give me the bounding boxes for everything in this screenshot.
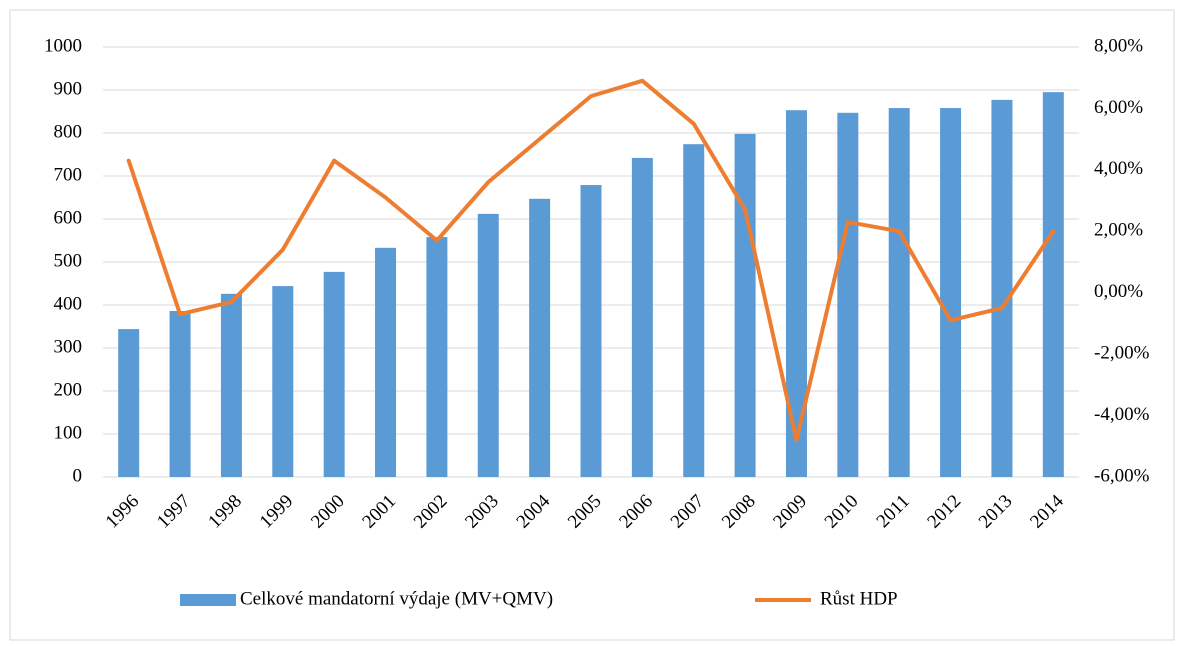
bar <box>426 237 448 477</box>
bar <box>888 108 910 477</box>
y2-tick-label: 6,00% <box>1094 97 1143 118</box>
y-tick-label: 200 <box>54 379 83 400</box>
y-tick-label: 900 <box>54 78 83 99</box>
y2-tick-label: 4,00% <box>1094 158 1143 179</box>
y-tick-label: 400 <box>54 293 83 314</box>
bar <box>785 110 807 478</box>
y2-tick-label: 8,00% <box>1094 35 1143 56</box>
bar <box>529 198 551 478</box>
y-tick-label: 300 <box>54 336 83 357</box>
y2-tick-label: -2,00% <box>1094 343 1150 364</box>
y-tick-label: 500 <box>54 250 83 271</box>
bar <box>683 144 705 477</box>
y2-tick-label: 2,00% <box>1094 220 1143 241</box>
y-tick-label: 1000 <box>44 35 82 56</box>
bar <box>580 185 602 477</box>
y-tick-label: 100 <box>54 422 83 443</box>
bar <box>734 133 756 478</box>
y2-tick-label: -6,00% <box>1094 465 1150 486</box>
bar <box>991 99 1013 477</box>
bar <box>272 286 294 477</box>
line <box>126 78 1056 443</box>
bar <box>1042 92 1064 478</box>
bar <box>477 213 499 477</box>
bar <box>375 247 397 477</box>
y-tick-label: 700 <box>54 164 83 185</box>
y-tick-label: 800 <box>54 121 83 142</box>
bar <box>169 311 191 477</box>
y2-tick-label: -4,00% <box>1094 404 1150 425</box>
legend-label: Růst HDP <box>820 588 898 609</box>
bar <box>323 271 345 477</box>
legend-label: Celkové mandatorní výdaje (MV+QMV) <box>240 588 553 609</box>
bar <box>631 157 653 477</box>
y2-tick-label: 0,00% <box>1094 281 1143 302</box>
y-tick-label: 600 <box>54 207 83 228</box>
bar <box>940 108 962 477</box>
y-tick-label: 0 <box>73 465 83 486</box>
legend-swatch <box>180 594 236 606</box>
bar <box>837 112 859 477</box>
bar <box>220 293 242 477</box>
bar <box>118 329 140 477</box>
